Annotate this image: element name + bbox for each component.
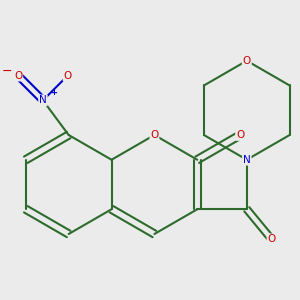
Text: N: N [243,155,251,165]
Text: O: O [236,130,244,140]
Text: O: O [14,70,22,81]
Text: +: + [50,88,57,97]
Text: O: O [150,130,158,140]
Text: −: − [1,65,12,78]
Text: O: O [64,70,72,81]
Text: O: O [243,56,251,66]
Text: O: O [267,234,276,244]
Text: N: N [39,95,47,105]
